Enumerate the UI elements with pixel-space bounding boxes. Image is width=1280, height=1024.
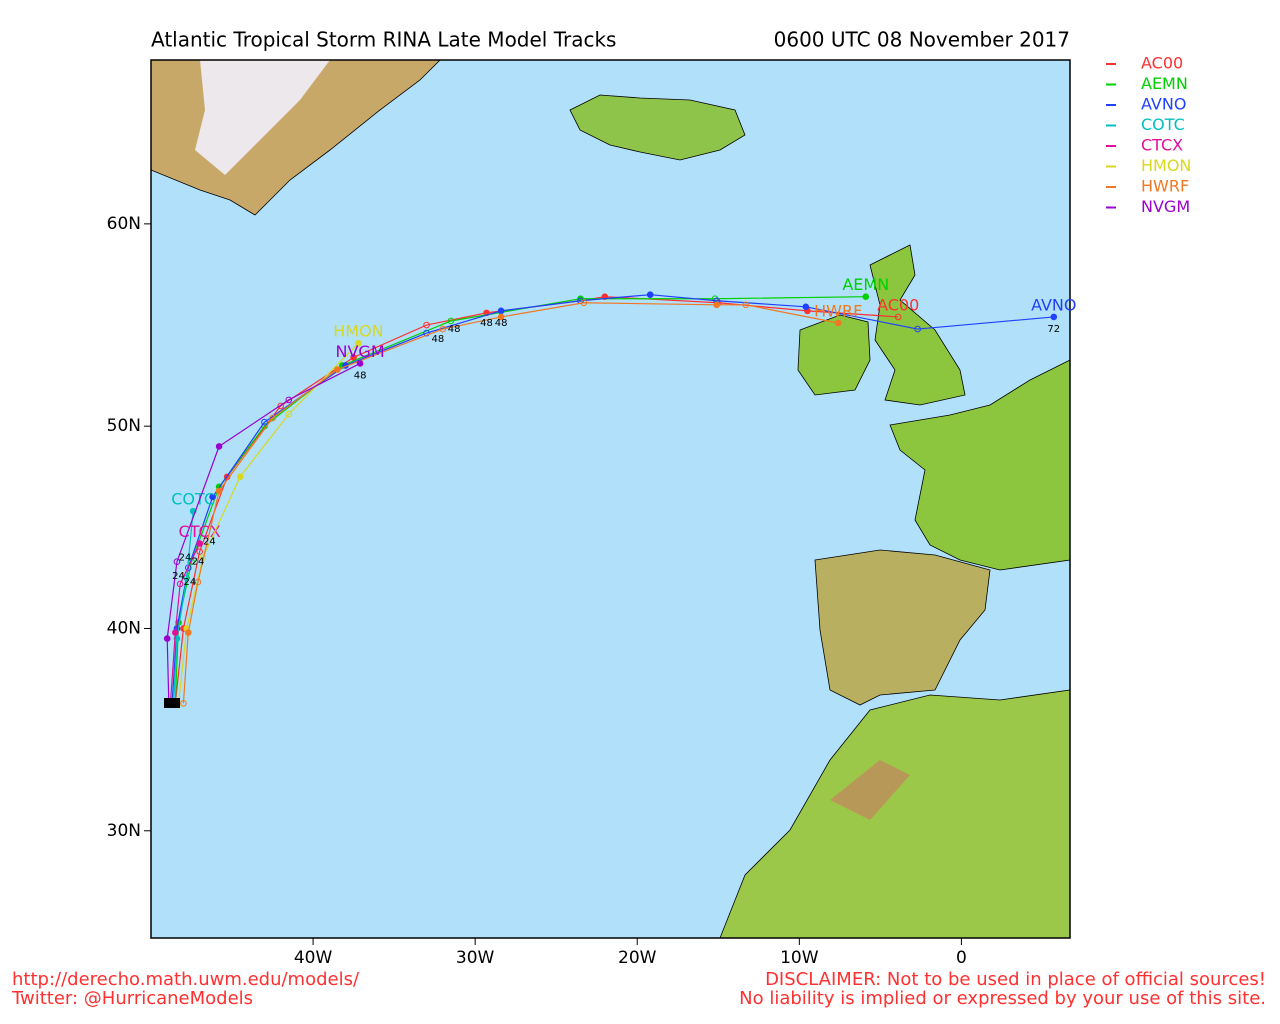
forecast-hour: 24 [179, 553, 192, 564]
forecast-hour: 24 [184, 577, 197, 588]
track [173, 511, 194, 704]
track-point [334, 366, 341, 373]
track-point [497, 313, 505, 321]
track-point [742, 301, 750, 309]
greenland-ice [195, 60, 330, 175]
track-point [163, 635, 171, 642]
start-box [164, 698, 180, 708]
track-point [711, 295, 719, 303]
track-point [261, 418, 268, 426]
track-label: COTC [171, 490, 215, 509]
track [182, 302, 839, 704]
x-tick-label: 0 [956, 948, 967, 968]
forecast-hour: 48 [432, 334, 445, 345]
track-label: HWRF [814, 301, 862, 320]
track-point [194, 578, 202, 586]
x-tick-label: 20W [618, 948, 657, 968]
footer-url: http://derecho.math.uwm.edu/models/ [12, 969, 360, 990]
france [889, 359, 1071, 571]
footer-twitter: Twitter: @HurricaneModels [11, 988, 253, 1009]
iceland [569, 94, 746, 161]
x-tick-label: 40W [294, 948, 333, 968]
track-point [180, 700, 187, 707]
track-point [497, 307, 505, 315]
track [171, 294, 1054, 704]
legend-label: AEMN [1141, 74, 1188, 93]
track-point [646, 291, 654, 298]
legend-label: HWRF [1141, 177, 1189, 196]
track-point [355, 339, 362, 347]
track-point [176, 580, 184, 588]
legend-label: NVGM [1141, 197, 1190, 216]
track-point [439, 325, 447, 333]
basemap [150, 59, 1071, 939]
track [169, 543, 201, 704]
track-point [285, 396, 293, 404]
atlas-mountains [830, 760, 910, 820]
track-point [834, 319, 842, 327]
forecast-hour: 24 [203, 536, 216, 547]
track [166, 362, 361, 704]
y-tick-label: 60N [107, 214, 141, 234]
track-point [447, 317, 455, 325]
track-point [236, 473, 244, 481]
track-label: NVGM [336, 342, 385, 361]
track-point [862, 293, 870, 300]
ireland [797, 314, 871, 396]
track-point [215, 487, 223, 495]
forecast-hour: 48 [354, 371, 367, 382]
legend-label: AVNO [1141, 95, 1186, 114]
track-label: AC00 [877, 295, 919, 314]
legend-label: COTC [1141, 115, 1185, 134]
track-point [209, 493, 216, 501]
y-tick-label: 50N [107, 416, 141, 436]
track-point [173, 558, 181, 566]
track-point [713, 301, 720, 309]
track-label: AVNO [1031, 295, 1076, 314]
track-point [285, 410, 293, 418]
x-tick-label: 30W [456, 948, 495, 968]
track-point [277, 402, 284, 410]
forecast-hour: 48 [495, 318, 508, 329]
start-marker [164, 698, 180, 708]
track [174, 296, 866, 704]
forecast-hour: 48 [480, 318, 493, 329]
track-point [269, 414, 276, 422]
iberia [814, 549, 991, 706]
legend-label: HMON [1141, 156, 1191, 175]
map-subtitle: 0600 UTC 08 November 2017 [774, 28, 1070, 52]
track-point [196, 540, 203, 547]
track-point [894, 313, 902, 321]
track-point [356, 360, 364, 367]
map-frame [150, 59, 1071, 939]
legend-label: CTCX [1141, 136, 1183, 155]
track-point [196, 548, 203, 555]
track-point [580, 299, 588, 307]
track-point [802, 303, 810, 311]
footer-disclaimer: DISCLAIMER: Not to be used in place of o… [765, 969, 1266, 990]
forecast-hour: 48 [448, 324, 461, 335]
great-britain [869, 244, 966, 406]
map-title: Atlantic Tropical Storm RINA Late Model … [151, 28, 616, 52]
x-tick-label: 10W [780, 948, 819, 968]
forecast-hour: 24 [172, 571, 185, 582]
footer-liability: No liability is implied or expressed by … [739, 988, 1266, 1009]
track-point [914, 325, 921, 333]
y-tick-label: 30N [107, 821, 141, 841]
track-point [215, 443, 223, 450]
track-point [423, 321, 430, 329]
track-point [183, 574, 190, 582]
forecast-hour: 72 [1047, 324, 1060, 335]
track [177, 342, 359, 704]
y-tick-label: 40N [107, 618, 141, 638]
track-label: HMON [333, 322, 383, 341]
legend-label: AC00 [1141, 54, 1183, 73]
track-point [172, 629, 179, 636]
track-label: AEMN [842, 275, 889, 294]
track-point [184, 629, 192, 636]
track-point [1050, 313, 1058, 321]
forecast-hour: 24 [192, 557, 205, 568]
